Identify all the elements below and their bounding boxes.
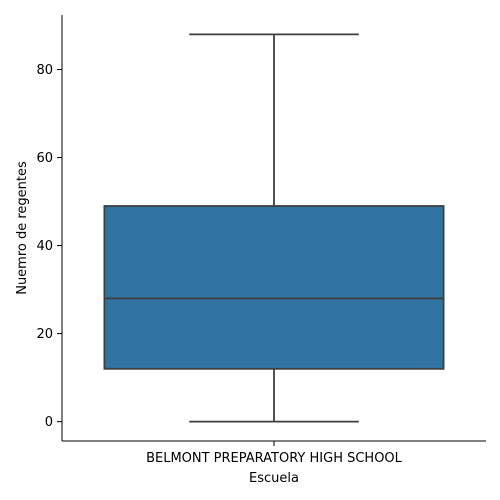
y-tick-label: 40 [36,239,53,254]
y-tick-label: 20 [36,327,53,342]
y-tick-label: 80 [36,63,53,78]
iqr-box [103,205,445,370]
box-group [103,33,445,423]
x-axis-label: Escuela [249,471,299,486]
y-axis-label: Nuemro de regentes [15,161,30,295]
y-tick-label: 60 [36,151,53,166]
x-tick-label: BELMONT PREPARATORY HIGH SCHOOL [146,451,403,466]
plot-area [103,33,445,423]
y-tick-label: 0 [45,415,53,430]
y-axis-ticks: 0 20 40 60 80 [36,63,62,430]
x-axis-ticks: BELMONT PREPARATORY HIGH SCHOOL [146,441,403,466]
